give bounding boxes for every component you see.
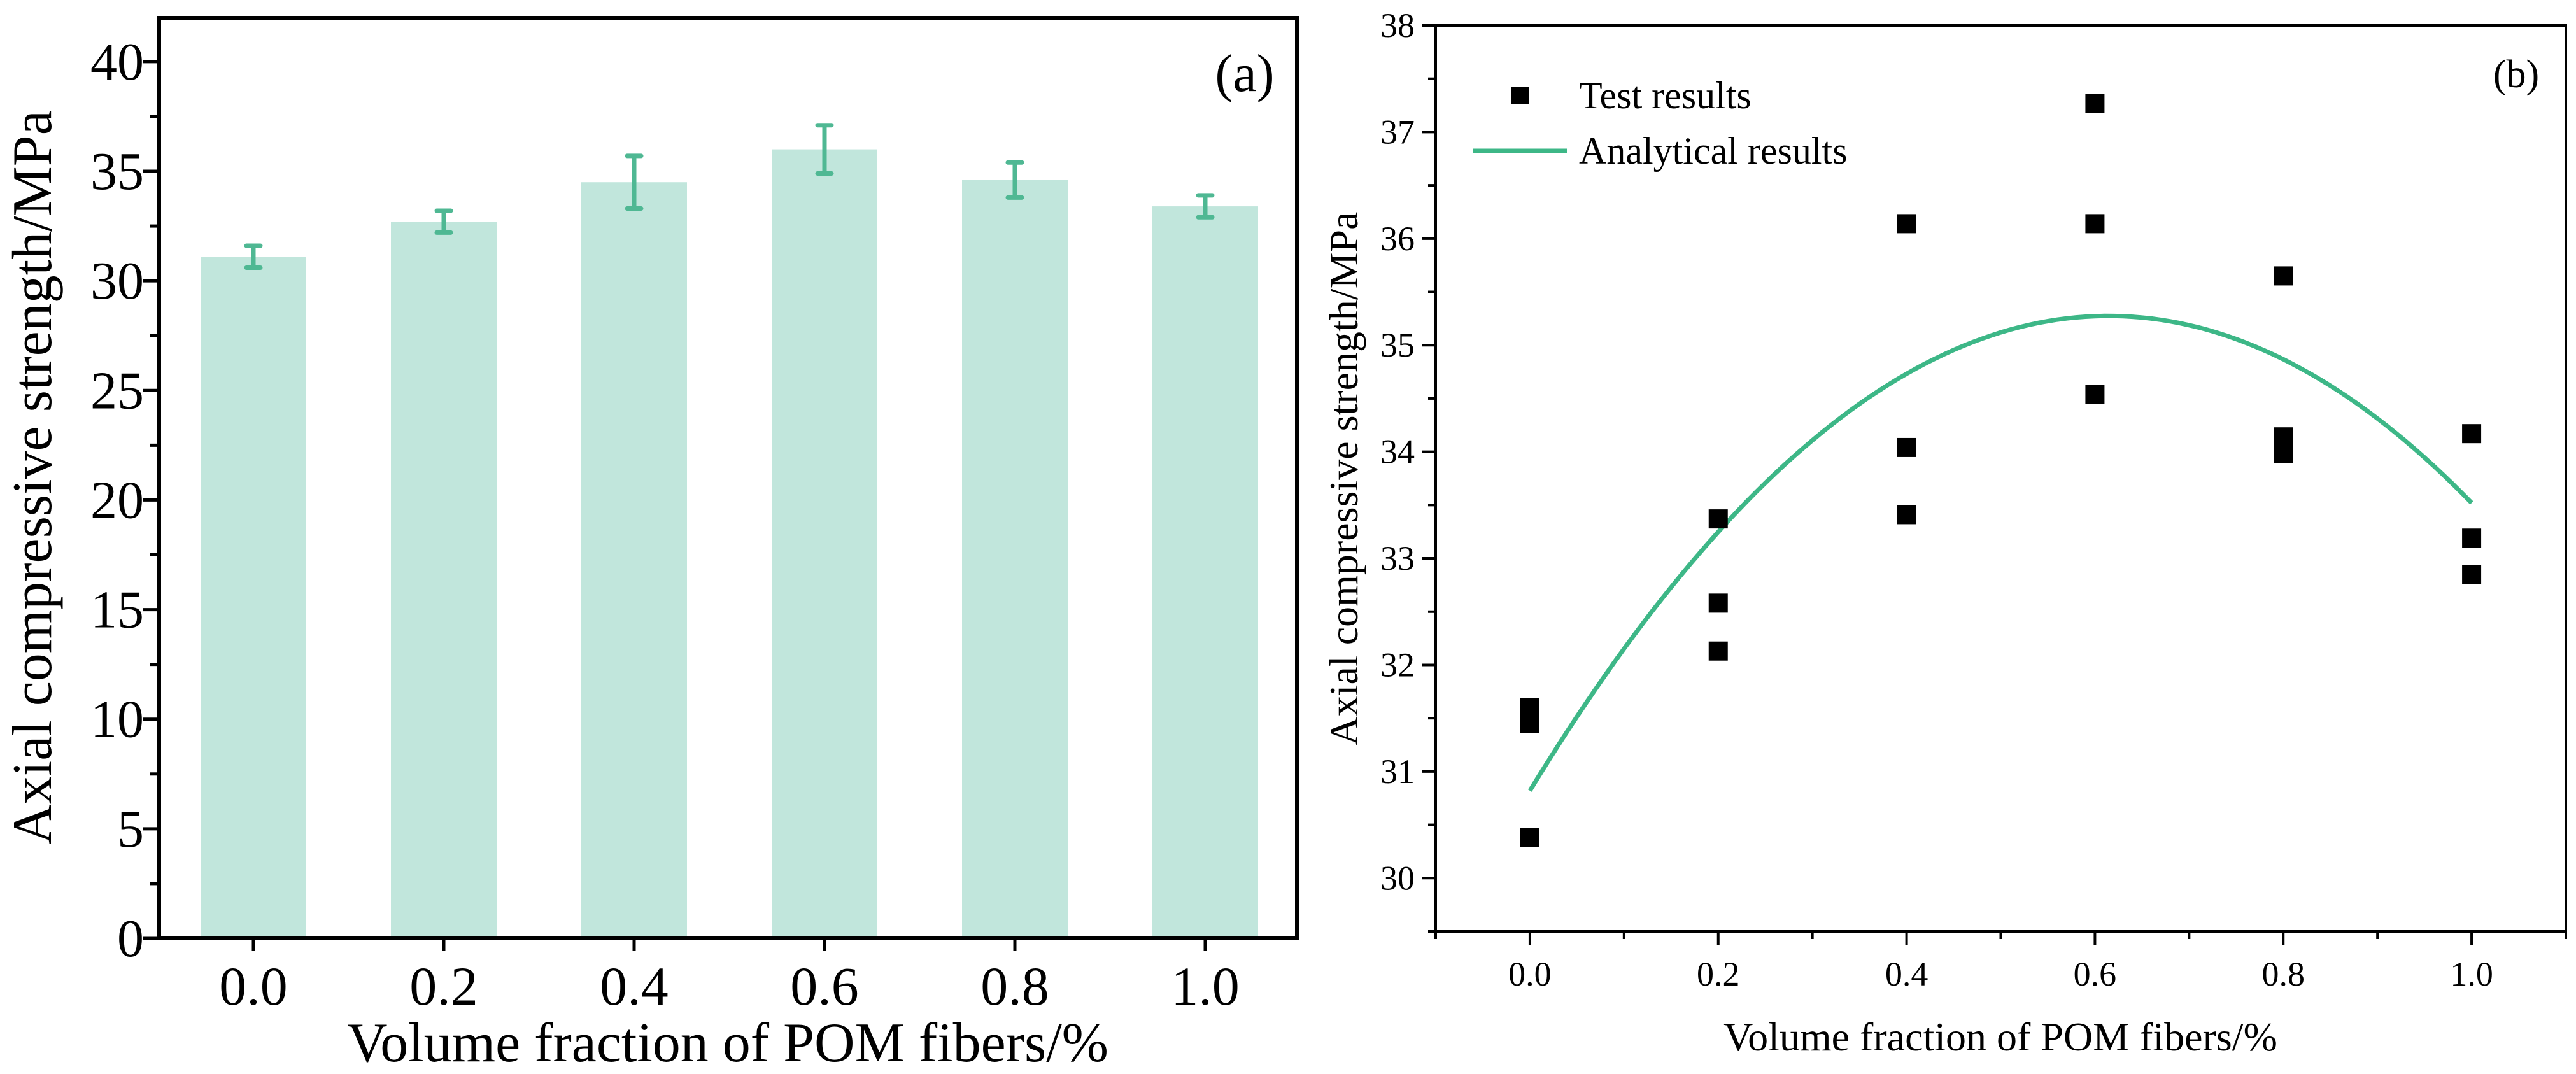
plot-frame-a [157, 16, 1299, 940]
y-tick-label: 37 [1380, 113, 1415, 151]
y-axis-ticks-a: 0 5 10 15 20 25 30 35 40 [90, 32, 159, 968]
x-tick-label: 0.0 [219, 956, 288, 1017]
y-tick-label: 33 [1380, 539, 1415, 577]
test-result-point [1520, 698, 1539, 717]
error-bar-group [244, 123, 1215, 270]
x-tick-label: 0.2 [409, 956, 478, 1017]
bar [201, 257, 306, 938]
x-tick-label: 0.8 [2262, 955, 2305, 993]
bar [772, 149, 877, 939]
y-tick-label: 38 [1380, 6, 1415, 45]
test-result-point [2462, 528, 2482, 548]
bar-group [201, 149, 1258, 939]
test-result-point [2085, 94, 2105, 113]
y-axis-label-a: Axial compressive strength/MPa [2, 110, 64, 845]
y-tick-label: 30 [1380, 859, 1415, 897]
analytical-curve [1527, 313, 2473, 792]
y-tick-label: 15 [90, 581, 144, 640]
bar [391, 222, 497, 939]
legend: Test results Analytical results [1473, 74, 1848, 172]
x-tick-label: 0.4 [1885, 955, 1928, 993]
x-tick-label: 0.0 [1508, 955, 1552, 993]
y-tick-label: 5 [117, 800, 144, 859]
y-tick-label: 20 [90, 470, 144, 530]
y-tick-label: 25 [90, 361, 144, 420]
y-tick-label: 35 [1380, 326, 1415, 364]
scatter-chart-panel-b: 30 31 32 33 34 35 36 37 38 0.0 0.2 0.4 0.6 0.8 1.0 (b… [1321, 6, 2567, 1059]
x-tick-label: 0.2 [1697, 955, 1740, 993]
test-result-point [1520, 714, 1539, 733]
y-tick-label: 36 [1380, 220, 1415, 258]
bar [1152, 206, 1258, 939]
legend-label-test-results: Test results [1579, 74, 1752, 117]
x-tick-label: 0.8 [980, 956, 1049, 1017]
test-result-point [1897, 505, 1916, 525]
x-tick-label: 0.6 [2074, 955, 2117, 993]
y-axis-label-b: Axial compressive strength/MPa [1321, 212, 1366, 746]
y-tick-label: 40 [90, 32, 144, 92]
x-tick-label: 1.0 [2450, 955, 2493, 993]
test-result-point [1520, 828, 1539, 847]
test-result-point [1708, 641, 1728, 661]
test-result-point [2462, 424, 2482, 444]
y-tick-label: 32 [1380, 646, 1415, 684]
test-result-point [2462, 565, 2482, 584]
y-tick-label: 0 [117, 909, 144, 968]
x-tick-label: 0.4 [600, 956, 669, 1017]
y-tick-label: 30 [90, 251, 144, 311]
test-result-point [1708, 593, 1728, 613]
panel-label-b: (b) [2493, 53, 2539, 96]
x-tick-label: 0.6 [790, 956, 859, 1017]
x-axis-ticks-a: 0.0 0.2 0.4 0.6 0.8 1.0 [219, 938, 1240, 1017]
y-axis-ticks-b: 30 31 32 33 34 35 36 37 38 [1380, 6, 1436, 933]
y-tick-label: 34 [1380, 433, 1415, 471]
x-axis-ticks-b: 0.0 0.2 0.4 0.6 0.8 1.0 [1434, 931, 2567, 993]
test-result-points [1520, 94, 2482, 847]
y-tick-label: 31 [1380, 753, 1415, 791]
panel-label-a: (a) [1215, 44, 1274, 103]
test-result-point [1897, 214, 1916, 234]
x-axis-label-a: Volume fraction of POM fibers/% [347, 1012, 1108, 1074]
test-result-point [1897, 437, 1916, 457]
y-tick-label: 10 [90, 690, 144, 749]
legend-label-analytical-results: Analytical results [1579, 130, 1848, 172]
test-result-point [2274, 266, 2293, 286]
legend-marker-test-results [1511, 87, 1529, 104]
bar [581, 182, 687, 938]
x-tick-label: 1.0 [1171, 956, 1240, 1017]
test-result-point [2274, 444, 2293, 463]
x-axis-label-b: Volume fraction of POM fibers/% [1723, 1014, 2277, 1059]
bar [962, 180, 1068, 938]
y-tick-label: 35 [90, 142, 144, 201]
test-result-point [2085, 385, 2105, 404]
test-result-point [2085, 214, 2105, 234]
test-result-point [1708, 509, 1728, 529]
